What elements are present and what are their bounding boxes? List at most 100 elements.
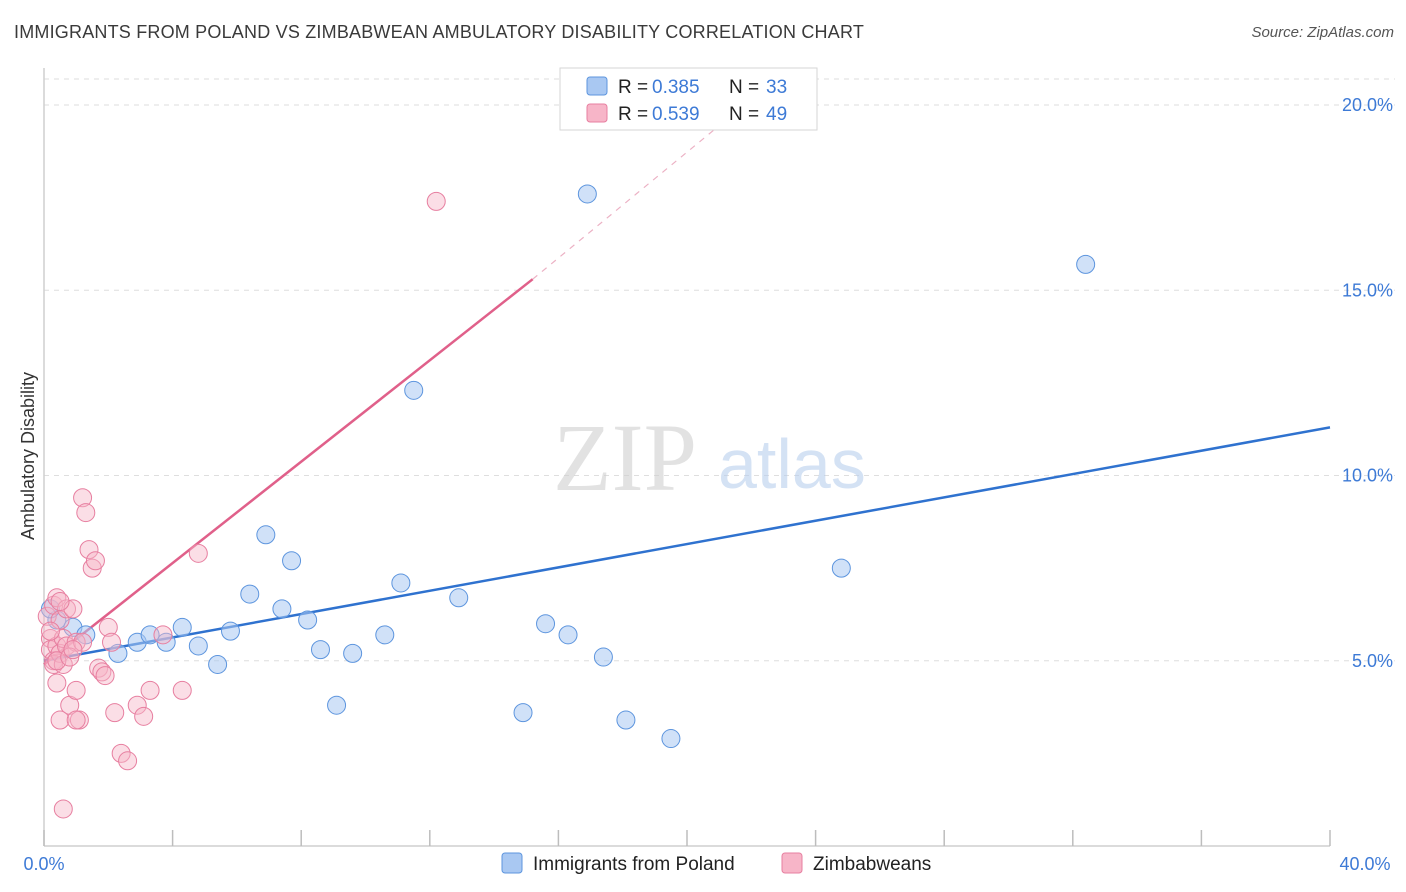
legend-r-label-2: R = <box>618 104 648 125</box>
series-legend-label-zimbabwe: Zimbabweans <box>813 854 931 875</box>
point-poland <box>536 614 556 634</box>
point-poland <box>310 640 330 660</box>
point-zimbabwe <box>426 191 446 211</box>
axes <box>43 68 1331 847</box>
point-poland <box>327 695 347 715</box>
point-zimbabwe <box>140 680 160 700</box>
point-poland <box>172 617 192 637</box>
chart-title: IMMIGRANTS FROM POLAND VS ZIMBABWEAN AMB… <box>14 22 865 42</box>
y-tick-label: 5.0% <box>1352 651 1393 671</box>
point-zimbabwe <box>127 695 147 715</box>
point-zimbabwe <box>37 606 57 626</box>
point-zimbabwe <box>50 591 70 611</box>
point-zimbabwe <box>76 503 96 523</box>
x-tick-label-max: 40.0% <box>1339 854 1390 874</box>
point-zimbabwe <box>95 666 115 686</box>
point-zimbabwe <box>40 621 60 641</box>
series-legend-swatch-zimbabwe <box>781 852 803 874</box>
point-poland <box>375 625 395 645</box>
point-zimbabwe <box>73 632 93 652</box>
point-zimbabwe <box>63 640 83 660</box>
point-zimbabwe <box>47 673 67 693</box>
point-poland <box>449 588 469 608</box>
point-zimbabwe <box>105 703 125 723</box>
legend-r-value-1: 0.385 <box>652 77 700 98</box>
point-zimbabwe <box>118 751 138 771</box>
legend-r-label-1: R = <box>618 77 648 98</box>
point-poland <box>661 729 681 749</box>
point-zimbabwe <box>53 799 73 819</box>
trend-line-poland <box>43 426 1331 662</box>
trend-line-zimbabwe-extension <box>532 111 736 280</box>
y-tick-label: 10.0% <box>1342 466 1393 486</box>
stats-legend: R = 0.385 N = 33 R = 0.539 N = 49 <box>559 67 818 131</box>
trend-line-zimbabwe <box>43 278 534 666</box>
point-zimbabwe <box>47 651 67 671</box>
point-zimbabwe <box>66 710 86 730</box>
grid <box>44 78 1395 662</box>
legend-n-label-2: N = <box>729 104 759 125</box>
series-legend: Immigrants from Poland Zimbabweans <box>501 852 931 875</box>
point-zimbabwe <box>102 632 122 652</box>
point-poland <box>343 643 363 663</box>
x-tick-label-min: 0.0% <box>23 854 64 874</box>
point-zimbabwe <box>172 680 192 700</box>
point-poland <box>391 573 411 593</box>
point-poland <box>616 710 636 730</box>
series-legend-swatch-poland <box>501 852 523 874</box>
point-poland <box>282 551 302 571</box>
legend-n-value-2: 49 <box>766 104 787 125</box>
point-zimbabwe <box>44 654 64 674</box>
y-axis-title: Ambulatory Disability <box>18 372 38 540</box>
source-label: Source: ZipAtlas.com <box>1251 24 1394 41</box>
point-poland <box>513 703 533 723</box>
legend-swatch-poland <box>586 76 608 96</box>
point-poland <box>831 558 851 578</box>
point-zimbabwe <box>57 599 77 619</box>
point-zimbabwe <box>85 551 105 571</box>
point-zimbabwe <box>66 680 86 700</box>
trend-lines <box>43 111 1331 666</box>
legend-swatch-zimbabwe <box>586 103 608 123</box>
point-poland <box>208 654 228 674</box>
watermark: ZIP atlas <box>553 404 866 511</box>
point-poland <box>593 647 613 667</box>
y-tick-label: 20.0% <box>1342 95 1393 115</box>
point-poland <box>272 599 292 619</box>
watermark-zip: ZIP <box>553 404 697 511</box>
point-zimbabwe <box>40 640 60 660</box>
point-zimbabwe <box>134 706 154 726</box>
point-poland <box>108 643 128 663</box>
point-poland <box>1076 254 1096 274</box>
point-poland <box>298 610 318 630</box>
legend-n-label-1: N = <box>729 77 759 98</box>
point-zimbabwe <box>50 710 70 730</box>
tick-labels: 0.0% 40.0% 5.0% 10.0% 15.0% 20.0% <box>23 95 1393 874</box>
y-tick-label: 15.0% <box>1342 280 1393 300</box>
point-zimbabwe <box>188 543 208 563</box>
point-zimbabwe <box>53 654 73 674</box>
series-legend-label-poland: Immigrants from Poland <box>533 854 735 875</box>
point-zimbabwe <box>111 743 131 763</box>
point-poland <box>558 625 578 645</box>
point-zimbabwe <box>47 588 67 608</box>
point-zimbabwe <box>73 488 93 508</box>
point-poland <box>188 636 208 656</box>
point-zimbabwe <box>89 658 109 678</box>
point-poland <box>256 525 276 545</box>
watermark-atlas: atlas <box>718 425 866 503</box>
point-zimbabwe <box>57 636 77 656</box>
point-poland <box>240 584 260 604</box>
point-zimbabwe <box>153 625 173 645</box>
point-zimbabwe <box>98 617 118 637</box>
points <box>37 184 1096 819</box>
legend-n-value-1: 33 <box>766 77 787 98</box>
point-zimbabwe <box>92 662 112 682</box>
point-zimbabwe <box>79 540 99 560</box>
point-zimbabwe <box>50 610 70 630</box>
point-poland <box>577 184 597 204</box>
legend-r-value-2: 0.539 <box>652 104 700 125</box>
point-poland <box>220 621 240 641</box>
point-poland <box>404 380 424 400</box>
